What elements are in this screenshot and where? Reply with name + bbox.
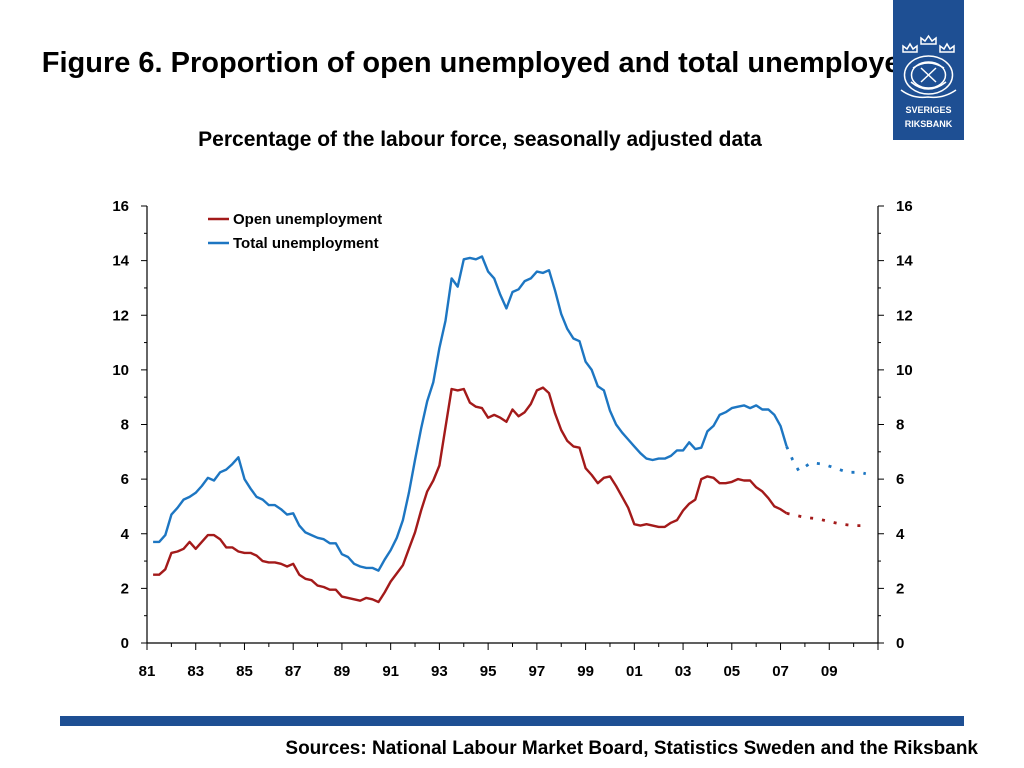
riksbank-logo: SVERIGES RIKSBANK xyxy=(893,0,964,140)
y-tick-label-right: 4 xyxy=(896,526,905,543)
x-tick-label: 09 xyxy=(821,663,838,680)
chart-subtitle: Percentage of the labour force, seasonal… xyxy=(198,128,762,151)
logo-text-2: RIKSBANK xyxy=(905,119,953,129)
x-tick-label: 97 xyxy=(529,663,546,680)
x-tick-label: 89 xyxy=(334,663,351,680)
y-tick-label: 12 xyxy=(112,307,129,324)
source-note: Sources: National Labour Market Board, S… xyxy=(285,738,978,759)
y-tick-label: 2 xyxy=(121,580,129,597)
y-tick-label-right: 12 xyxy=(896,307,913,324)
y-tick-label: 10 xyxy=(112,362,129,379)
x-tick-label: 83 xyxy=(187,663,204,680)
y-tick-label: 6 xyxy=(121,471,129,488)
forecast-line-2 xyxy=(786,511,866,527)
y-tick-label-right: 2 xyxy=(896,580,904,597)
y-tick-label: 14 xyxy=(112,253,129,270)
logo-text-1: SVERIGES xyxy=(905,105,951,115)
x-tick-label: 05 xyxy=(723,663,740,680)
x-tick-label: 99 xyxy=(577,663,594,680)
riksbank-emblem-icon: SVERIGES RIKSBANK xyxy=(900,34,957,129)
chart-title: Figure 6. Proportion of open unemployed … xyxy=(41,47,919,79)
legend-label-0: Open unemployment xyxy=(233,211,382,228)
x-tick-label: 01 xyxy=(626,663,643,680)
y-tick-label-right: 14 xyxy=(896,253,913,270)
y-tick-label-right: 8 xyxy=(896,417,904,434)
series-line-0 xyxy=(153,386,788,604)
x-tick-label: 91 xyxy=(382,663,399,680)
y-tick-label: 4 xyxy=(121,526,130,543)
y-tick-label: 0 xyxy=(121,635,129,652)
legend-label-1: Total unemployment xyxy=(233,235,379,252)
y-tick-label-right: 6 xyxy=(896,471,904,488)
x-tick-label: 07 xyxy=(772,663,789,680)
x-tick-label: 93 xyxy=(431,663,448,680)
y-tick-label-right: 10 xyxy=(896,362,913,379)
x-tick-label: 81 xyxy=(139,663,156,680)
series-line-1 xyxy=(153,255,788,572)
x-tick-label: 85 xyxy=(236,663,253,680)
y-tick-label: 16 xyxy=(112,198,129,215)
legend: Open unemployment Total unemployment xyxy=(208,211,382,252)
y-tick-label: 8 xyxy=(121,417,129,434)
y-tick-label-right: 16 xyxy=(896,198,913,215)
footer-bar xyxy=(60,716,964,726)
x-tick-label: 87 xyxy=(285,663,302,680)
x-tick-label: 03 xyxy=(675,663,692,680)
y-tick-label-right: 0 xyxy=(896,635,904,652)
forecast-line-3 xyxy=(785,445,867,476)
line-chart: 0 0 2 2 4 4 6 6 8 8 10 10 12 12 14 14 16 16 81 83 85 87 89 91 93… xyxy=(112,198,913,680)
x-tick-label: 95 xyxy=(480,663,497,680)
